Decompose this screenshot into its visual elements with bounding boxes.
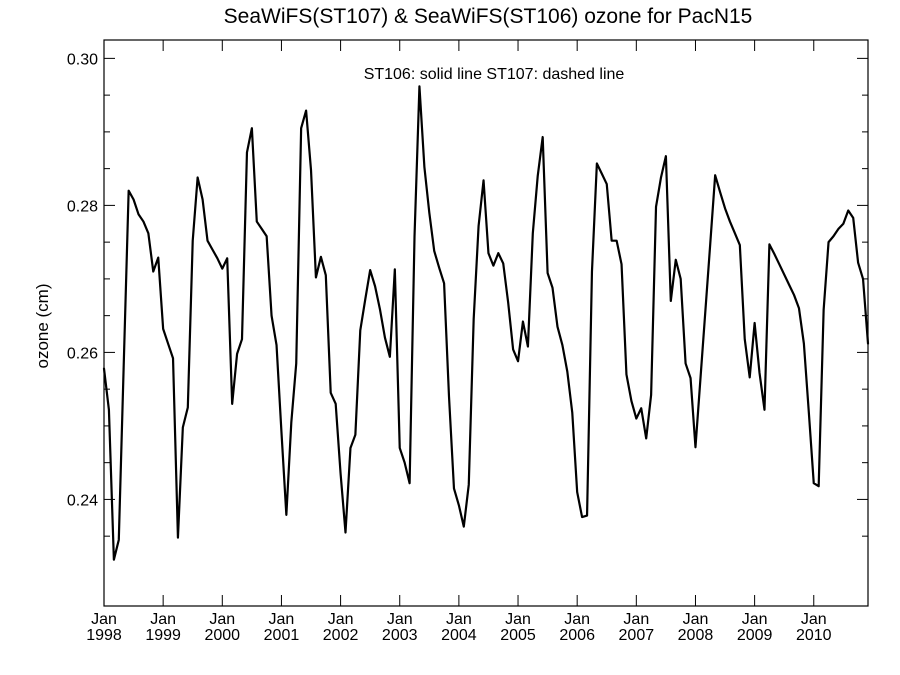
axis-ticks [103, 40, 868, 606]
y-tick-label: 0.24 [67, 492, 98, 509]
x-tick-month-label: Jan [387, 611, 413, 628]
x-tick-month-label: Jan [269, 611, 295, 628]
x-tick-month-label: Jan [150, 611, 176, 628]
x-tick-month-label: Jan [209, 611, 235, 628]
x-tick-year-label: 2010 [796, 627, 832, 644]
x-tick-year-label: 2000 [204, 627, 240, 644]
x-tick-month-label: Jan [446, 611, 472, 628]
x-tick-year-label: 1999 [145, 627, 181, 644]
x-tick-year-label: 2003 [382, 627, 418, 644]
x-tick-month-label: Jan [91, 611, 117, 628]
x-tick-month-label: Jan [801, 611, 827, 628]
x-tick-year-label: 2009 [737, 627, 773, 644]
line-style-annotation: ST106: solid line ST107: dashed line [364, 66, 625, 83]
series-layer [102, 85, 870, 561]
y-axis-label: ozone (cm) [33, 283, 52, 368]
x-tick-month-label: Jan [505, 611, 531, 628]
x-tick-year-label: 2001 [264, 627, 300, 644]
x-tick-month-label: Jan [623, 611, 649, 628]
x-tick-year-label: 2007 [619, 627, 655, 644]
x-tick-year-label: 2005 [500, 627, 536, 644]
x-tick-year-label: 2004 [441, 627, 477, 644]
axis-tick-labels: 0.240.260.280.30Jan1998Jan1999Jan2000Jan… [67, 51, 832, 644]
x-tick-month-label: Jan [328, 611, 354, 628]
y-tick-label: 0.30 [67, 51, 98, 68]
x-tick-month-label: Jan [564, 611, 590, 628]
series-line-st106 [102, 85, 870, 561]
x-tick-year-label: 2006 [559, 627, 595, 644]
chart-title: SeaWiFS(ST107) & SeaWiFS(ST106) ozone fo… [224, 5, 753, 28]
x-tick-year-label: 2008 [678, 627, 714, 644]
x-tick-year-label: 1998 [86, 627, 122, 644]
x-tick-year-label: 2002 [323, 627, 359, 644]
x-tick-month-label: Jan [683, 611, 709, 628]
plot-frame [103, 39, 869, 607]
y-tick-label: 0.26 [67, 345, 98, 362]
y-tick-label: 0.28 [67, 198, 98, 215]
x-tick-month-label: Jan [742, 611, 768, 628]
